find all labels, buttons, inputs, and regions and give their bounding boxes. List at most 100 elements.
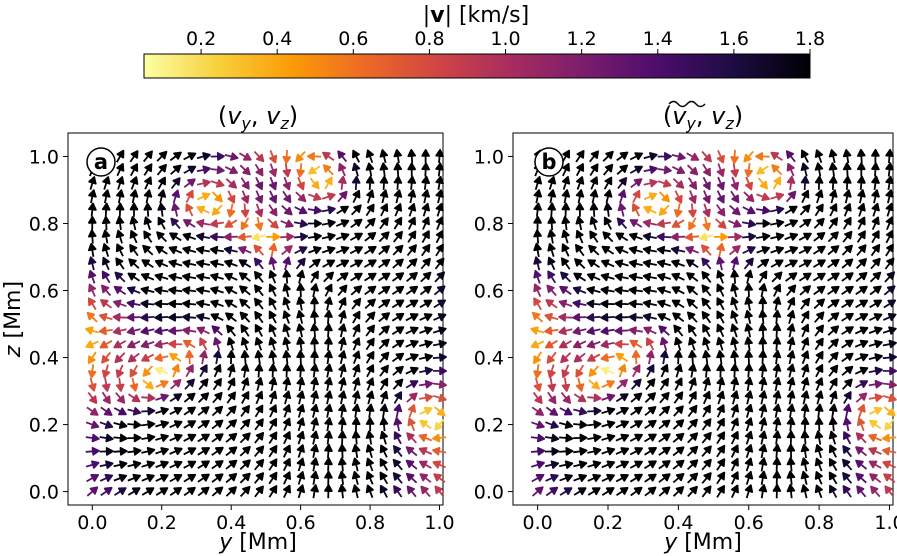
quiver-arrow	[240, 203, 250, 218]
quiver-arrow	[730, 296, 739, 311]
quiver-arrow	[101, 202, 111, 217]
quiver-arrow	[531, 474, 545, 483]
quiver-arrow	[730, 444, 739, 458]
quiver-arrow	[224, 272, 238, 281]
quiver-arrow	[883, 313, 897, 321]
quiver-arrow	[211, 419, 224, 430]
quiver-arrow	[758, 283, 768, 298]
panel-b: (vy, vz) 0.0 0.2 0.4 0.6 0.8 1.0 0.0 0.2 0.4 0.6…	[474, 100, 897, 555]
quiver-arrow	[268, 431, 278, 444]
colorbar-tick-label-3: 0.8	[414, 28, 444, 50]
quiver-arrow	[800, 310, 810, 324]
quiver-arrow	[419, 406, 433, 415]
quiver-arrow	[671, 219, 685, 228]
quiver-arrow	[702, 216, 711, 231]
quiver-arrow	[842, 485, 852, 498]
panel-b-title: (vy, vz)	[663, 102, 743, 133]
quiver-arrow	[883, 285, 896, 296]
quiver-arrow	[337, 284, 348, 297]
quiver-arrow	[296, 323, 305, 338]
quiver-arrow	[182, 326, 197, 335]
y-tick-label-1: 0.2	[474, 415, 504, 437]
quiver-arrow	[209, 219, 224, 228]
quiver-arrow	[239, 164, 251, 176]
quiver-arrow	[88, 256, 97, 271]
quiver-arrow	[380, 203, 389, 217]
quiver-arrow	[629, 473, 643, 483]
quiver-arrow	[868, 447, 882, 456]
quiver-arrow	[196, 178, 211, 188]
quiver-arrow	[559, 487, 573, 496]
quiver-arrow	[786, 336, 796, 351]
quiver-arrow	[716, 242, 725, 257]
quiver-arrow	[658, 325, 670, 336]
quiver-arrow	[183, 433, 197, 442]
quiver-arrow	[379, 471, 389, 485]
quiver-arrow	[743, 257, 754, 270]
quiver-arrow	[255, 190, 264, 204]
quiver-arrow	[730, 336, 739, 351]
quiver-arrow	[716, 417, 725, 431]
quiver-arrow	[533, 202, 542, 217]
quiver-arrow	[168, 272, 183, 282]
quiver-arrow	[253, 257, 264, 270]
colorbar: |v| [km/s] 0.2 0.4 0.6 0.8 1.0 1.2 1.4 1.6 1.8	[143, 3, 825, 79]
quiver-arrow	[871, 202, 880, 217]
quiver-arrow	[253, 244, 265, 256]
quiver-arrow	[630, 406, 643, 416]
quiver-arrow	[644, 447, 657, 456]
quiver-arrow	[406, 258, 418, 269]
quiver-arrow	[730, 363, 739, 378]
quiver-arrow	[338, 297, 347, 311]
quiver-arrow	[587, 353, 601, 362]
quiver-arrow	[421, 149, 430, 164]
quiver-arrow	[827, 245, 840, 256]
quiver-arrow	[237, 232, 252, 242]
quiver-arrow	[310, 457, 319, 472]
quiver-arrow	[419, 326, 433, 335]
panel-a-badge: a	[94, 150, 108, 174]
quiver-arrow	[716, 363, 725, 378]
quiver-arrow	[560, 352, 572, 364]
quiver-arrow	[421, 230, 430, 244]
quiver-arrow	[701, 150, 712, 163]
quiver-arrow	[365, 203, 375, 217]
quiver-arrow	[296, 457, 305, 472]
quiver-arrow	[828, 217, 839, 230]
quiver-arrow	[744, 376, 754, 392]
quiver-arrow	[630, 178, 643, 189]
quiver-arrow	[586, 313, 601, 322]
quiver-arrow	[716, 458, 726, 471]
quiver-arrow	[572, 313, 587, 322]
quiver-arrow	[615, 352, 629, 362]
quiver-arrow	[882, 447, 897, 456]
quiver-arrow	[211, 204, 223, 216]
quiver-arrow	[239, 418, 251, 431]
quiver-arrow	[814, 444, 824, 459]
quiver-arrow	[701, 271, 712, 283]
quiver-arrow	[197, 486, 210, 497]
quiver-arrow	[280, 232, 295, 242]
quiver-arrow	[772, 323, 782, 338]
quiver-arrow	[140, 313, 155, 322]
quiver-arrow	[171, 363, 180, 378]
quiver-arrow	[871, 189, 880, 204]
y-tick-label-1: 0.2	[29, 415, 59, 437]
quiver-arrow	[282, 149, 291, 164]
colorbar-tick-label-8: 1.8	[795, 28, 825, 50]
quiver-arrow	[657, 152, 672, 161]
quiver-arrow	[391, 352, 405, 363]
quiver-arrow	[744, 470, 754, 485]
quiver-arrow	[296, 404, 305, 418]
quiver-arrow	[308, 165, 321, 175]
quiver-arrow	[786, 417, 796, 432]
quiver-arrow	[827, 259, 840, 269]
quiver-arrow	[366, 189, 375, 204]
quiver-arrow	[127, 447, 142, 456]
quiver-arrow	[352, 403, 361, 418]
quiver-arrow	[628, 299, 643, 309]
quiver-arrow	[561, 176, 571, 190]
quiver-arrow	[744, 296, 753, 311]
quiver-arrow	[744, 163, 753, 178]
quiver-arrow	[828, 364, 839, 377]
